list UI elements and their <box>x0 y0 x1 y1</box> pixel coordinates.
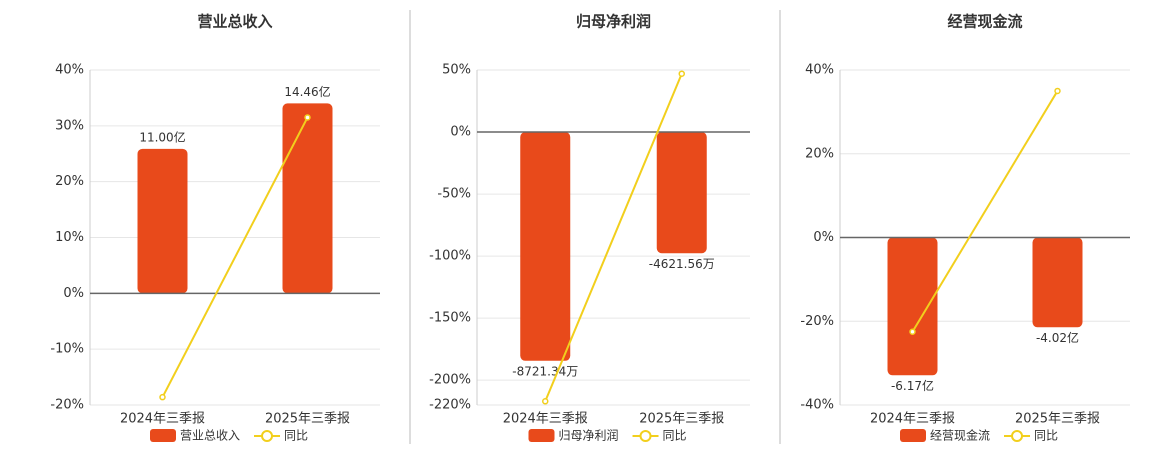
data-label: -4.02亿 <box>1036 330 1079 345</box>
y-tick-label: -220% <box>429 398 471 413</box>
legend-label: 经营现金流 <box>930 428 990 443</box>
legend-label: 同比 <box>663 429 687 443</box>
data-label: 11.00亿 <box>139 129 185 144</box>
bar <box>520 132 571 361</box>
bar <box>887 237 938 376</box>
legend-swatch <box>900 429 926 442</box>
y-tick-label: -200% <box>429 373 471 388</box>
bar <box>656 132 707 254</box>
line-point <box>304 114 311 121</box>
data-label: -6.17亿 <box>891 378 934 393</box>
y-tick-label: 0% <box>63 286 84 301</box>
legend-label: 归母净利润 <box>559 429 619 443</box>
y-tick-label: -20% <box>800 314 834 329</box>
line <box>911 90 1059 333</box>
legend-swatch <box>528 429 555 442</box>
line <box>544 73 683 402</box>
y-tick-label: 30% <box>55 118 84 133</box>
line-point <box>678 70 685 77</box>
y-tick-label: -40% <box>800 398 834 413</box>
y-tick-label: 20% <box>55 174 84 189</box>
chart-title: 营业总收入 <box>197 13 272 31</box>
x-tick-label: 2025年三季报 <box>265 412 350 427</box>
bar <box>1032 237 1083 328</box>
bar <box>282 103 333 294</box>
y-tick-label: 0% <box>450 125 471 140</box>
legend-label: 同比 <box>1034 429 1058 443</box>
legend-swatch <box>261 430 274 442</box>
line-point <box>159 393 166 401</box>
line-point <box>909 328 916 335</box>
chart-title: 归母净利润 <box>576 13 651 31</box>
data-label: 14.46亿 <box>284 84 330 99</box>
y-tick-label: 20% <box>805 146 834 161</box>
legend-swatch <box>150 429 176 442</box>
y-tick-label: 40% <box>805 63 834 78</box>
x-tick-label: 2025年三季报 <box>1015 412 1100 427</box>
legend-label: 营业总收入 <box>180 429 240 443</box>
legend-swatch <box>639 430 652 442</box>
bar <box>137 148 188 294</box>
y-tick-label: 40% <box>55 63 84 78</box>
x-tick-label: 2024年三季报 <box>120 412 205 427</box>
x-tick-label: 2024年三季报 <box>503 412 588 427</box>
chart-title: 经营现金流 <box>947 13 1022 31</box>
data-label: -8721.34万 <box>512 364 578 378</box>
y-tick-label: -100% <box>429 249 471 264</box>
y-tick-label: 0% <box>813 230 834 245</box>
y-tick-label: 50% <box>442 63 471 78</box>
y-tick-label: -20% <box>50 398 84 413</box>
line <box>161 116 309 398</box>
y-tick-label: -50% <box>437 187 471 202</box>
x-tick-label: 2025年三季报 <box>639 412 724 427</box>
y-tick-label: -150% <box>429 311 471 326</box>
x-tick-label: 2024年三季报 <box>870 412 955 427</box>
line-point <box>1054 87 1061 95</box>
legend-label: 同比 <box>284 429 308 443</box>
y-tick-label: 10% <box>55 230 84 245</box>
line-point <box>542 398 549 405</box>
legend-swatch <box>1011 430 1024 442</box>
y-tick-label: -10% <box>50 342 84 357</box>
data-label: -4621.56万 <box>649 257 715 271</box>
